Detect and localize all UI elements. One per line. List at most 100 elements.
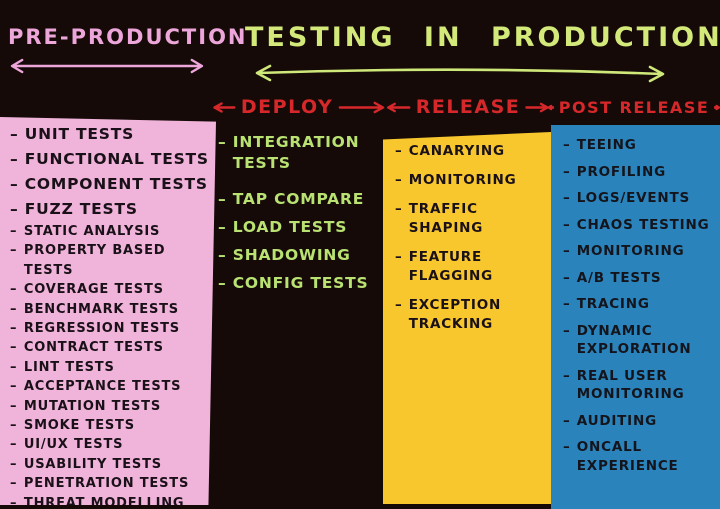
list-item-label: TAP COMPARE [232, 190, 365, 208]
list-item: – INTEGRATION TESTS [218, 132, 383, 174]
list-item: – LOGS/EVENTS [563, 189, 716, 208]
list-item: – UNIT TESTS [10, 122, 210, 147]
dash-bullet: – [563, 269, 570, 286]
list-item-label: BENCHMARK TESTS [23, 301, 179, 317]
dash-bullet: – [563, 137, 570, 153]
left-arrow-icon [386, 100, 411, 115]
list-item: – COVERAGE TESTS [10, 280, 210, 299]
dash-bullet: – [563, 322, 570, 339]
dash-bullet: – [395, 249, 402, 265]
list-item-label: FEATURE FLAGGING [408, 249, 493, 284]
list-item: – CHAOS TESTING [563, 216, 716, 235]
double-arrow-icon [250, 60, 670, 84]
double-arrow-icon [6, 56, 208, 76]
dash-bullet: – [10, 200, 18, 218]
left-arrow-icon [212, 100, 236, 115]
pre-production-title: PRE-PRODUCTION [8, 25, 248, 49]
dash-bullet: – [563, 296, 570, 312]
list-item-label: REAL USER MONITORING [576, 367, 685, 403]
list-item: – FEATURE FLAGGING [395, 248, 545, 286]
right-arrow-icon [714, 100, 720, 115]
list-item: – FUNCTIONAL TESTS [10, 147, 210, 172]
dash-bullet: – [10, 359, 17, 375]
phase-label: POST RELEASE [558, 97, 710, 117]
dash-bullet: – [563, 163, 570, 180]
column-pre-production: – UNIT TESTS – FUNCTIONAL TESTS – COMPONENT T… [0, 117, 216, 505]
list-item: – UI/UX TESTS [10, 435, 210, 454]
list-item-label: DYNAMIC EXPLORATION [576, 322, 692, 358]
dash-bullet: – [10, 301, 17, 317]
list-item: – TRACING [563, 295, 716, 314]
dash-bullet: – [10, 437, 17, 453]
list-item: – CONFIG TESTS [218, 273, 383, 294]
list-item: – EXCEPTION TRACKING [395, 296, 545, 334]
list-item: – ONCALL EXPERIENCE [563, 438, 716, 475]
list-item-label: MONITORING [408, 172, 517, 188]
list-item: – LINT TESTS [10, 358, 210, 377]
dash-bullet: – [10, 398, 17, 414]
right-arrow-icon [338, 100, 386, 115]
list-item-label: ONCALL EXPERIENCE [576, 439, 679, 474]
list-item: – USABILITY TESTS [10, 455, 210, 474]
list-item-label: STATIC ANALYSIS [23, 224, 161, 239]
list-item: – FUZZ TESTS [10, 197, 210, 222]
list-item-label: SMOKE TESTS [23, 418, 135, 434]
list-item-label: TRACING [576, 296, 650, 312]
list-item: – PROPERTY BASED TESTS [10, 241, 210, 280]
phase-header-deploy: DEPLOY [212, 92, 386, 122]
dash-bullet: – [10, 125, 18, 143]
list-item-label: REGRESSION TESTS [23, 321, 180, 337]
dash-bullet: – [395, 143, 402, 159]
list-item: – A/B TESTS [563, 269, 716, 288]
dash-bullet: – [563, 439, 570, 455]
list-item: – PENETRATION TESTS [10, 474, 210, 493]
list-item: – DYNAMIC EXPLORATION [563, 322, 716, 359]
list-item: – TAP COMPARE [218, 189, 383, 210]
list-item: – ACCEPTANCE TESTS [10, 377, 210, 396]
list-item: – LOAD TESTS [218, 217, 383, 238]
dash-bullet: – [218, 274, 226, 292]
list-item: – MUTATION TESTS [10, 397, 210, 416]
list-item-label: COVERAGE TESTS [23, 282, 164, 298]
phase-header-post-release: POST RELEASE [548, 92, 720, 122]
list-item-label: COMPONENT TESTS [24, 175, 208, 193]
list-item: – REAL USER MONITORING [563, 367, 716, 404]
column-post-release: – TEEING – PROFILING – LOGS/EVENTS – CHAOS TEST… [551, 125, 720, 509]
dash-bullet: – [563, 367, 570, 384]
list-item: – PROFILING [563, 163, 716, 182]
list-item: – BENCHMARK TESTS [10, 300, 210, 319]
list-item-label: UI/UX TESTS [23, 437, 124, 453]
dash-bullet: – [218, 190, 226, 208]
list-item: – TRAFFIC SHAPING [395, 200, 545, 238]
dash-bullet: – [10, 418, 17, 434]
list-item-label: ACCEPTANCE TESTS [23, 379, 182, 395]
list-item-label: AUDITING [576, 412, 657, 429]
list-item: – CANARYING [395, 142, 545, 161]
list-item-label: MUTATION TESTS [23, 398, 162, 414]
list-item: – MONITORING [563, 242, 716, 261]
phase-header-release: RELEASE [386, 92, 550, 122]
dash-bullet: – [218, 133, 226, 151]
dash-bullet: – [10, 321, 17, 337]
list-item-label: FUNCTIONAL TESTS [24, 150, 209, 168]
list-item-label: FUZZ TESTS [24, 200, 138, 218]
dash-bullet: – [218, 218, 226, 236]
dash-bullet: – [10, 150, 18, 168]
list-item: – REGRESSION TESTS [10, 319, 210, 338]
list-item-label: UNIT TESTS [24, 125, 135, 143]
list-item-label: CONFIG TESTS [232, 274, 369, 292]
left-arrow-icon [548, 100, 554, 115]
right-arrow-icon [525, 100, 550, 115]
dash-bullet: – [10, 282, 17, 298]
list-item-label: MONITORING [576, 243, 685, 259]
list-item-label: A/B TESTS [576, 269, 662, 286]
dash-bullet: – [10, 379, 17, 395]
list-item: – SHADOWING [218, 245, 383, 266]
list-item-label: CONTRACT TESTS [23, 340, 164, 356]
dash-bullet: – [395, 172, 402, 188]
main-title: TESTING IN PRODUCTION [245, 22, 720, 53]
phase-label: RELEASE [415, 96, 521, 118]
list-item-label: SHADOWING [232, 246, 351, 264]
list-item-label: THREAT MODELLING [23, 495, 185, 509]
